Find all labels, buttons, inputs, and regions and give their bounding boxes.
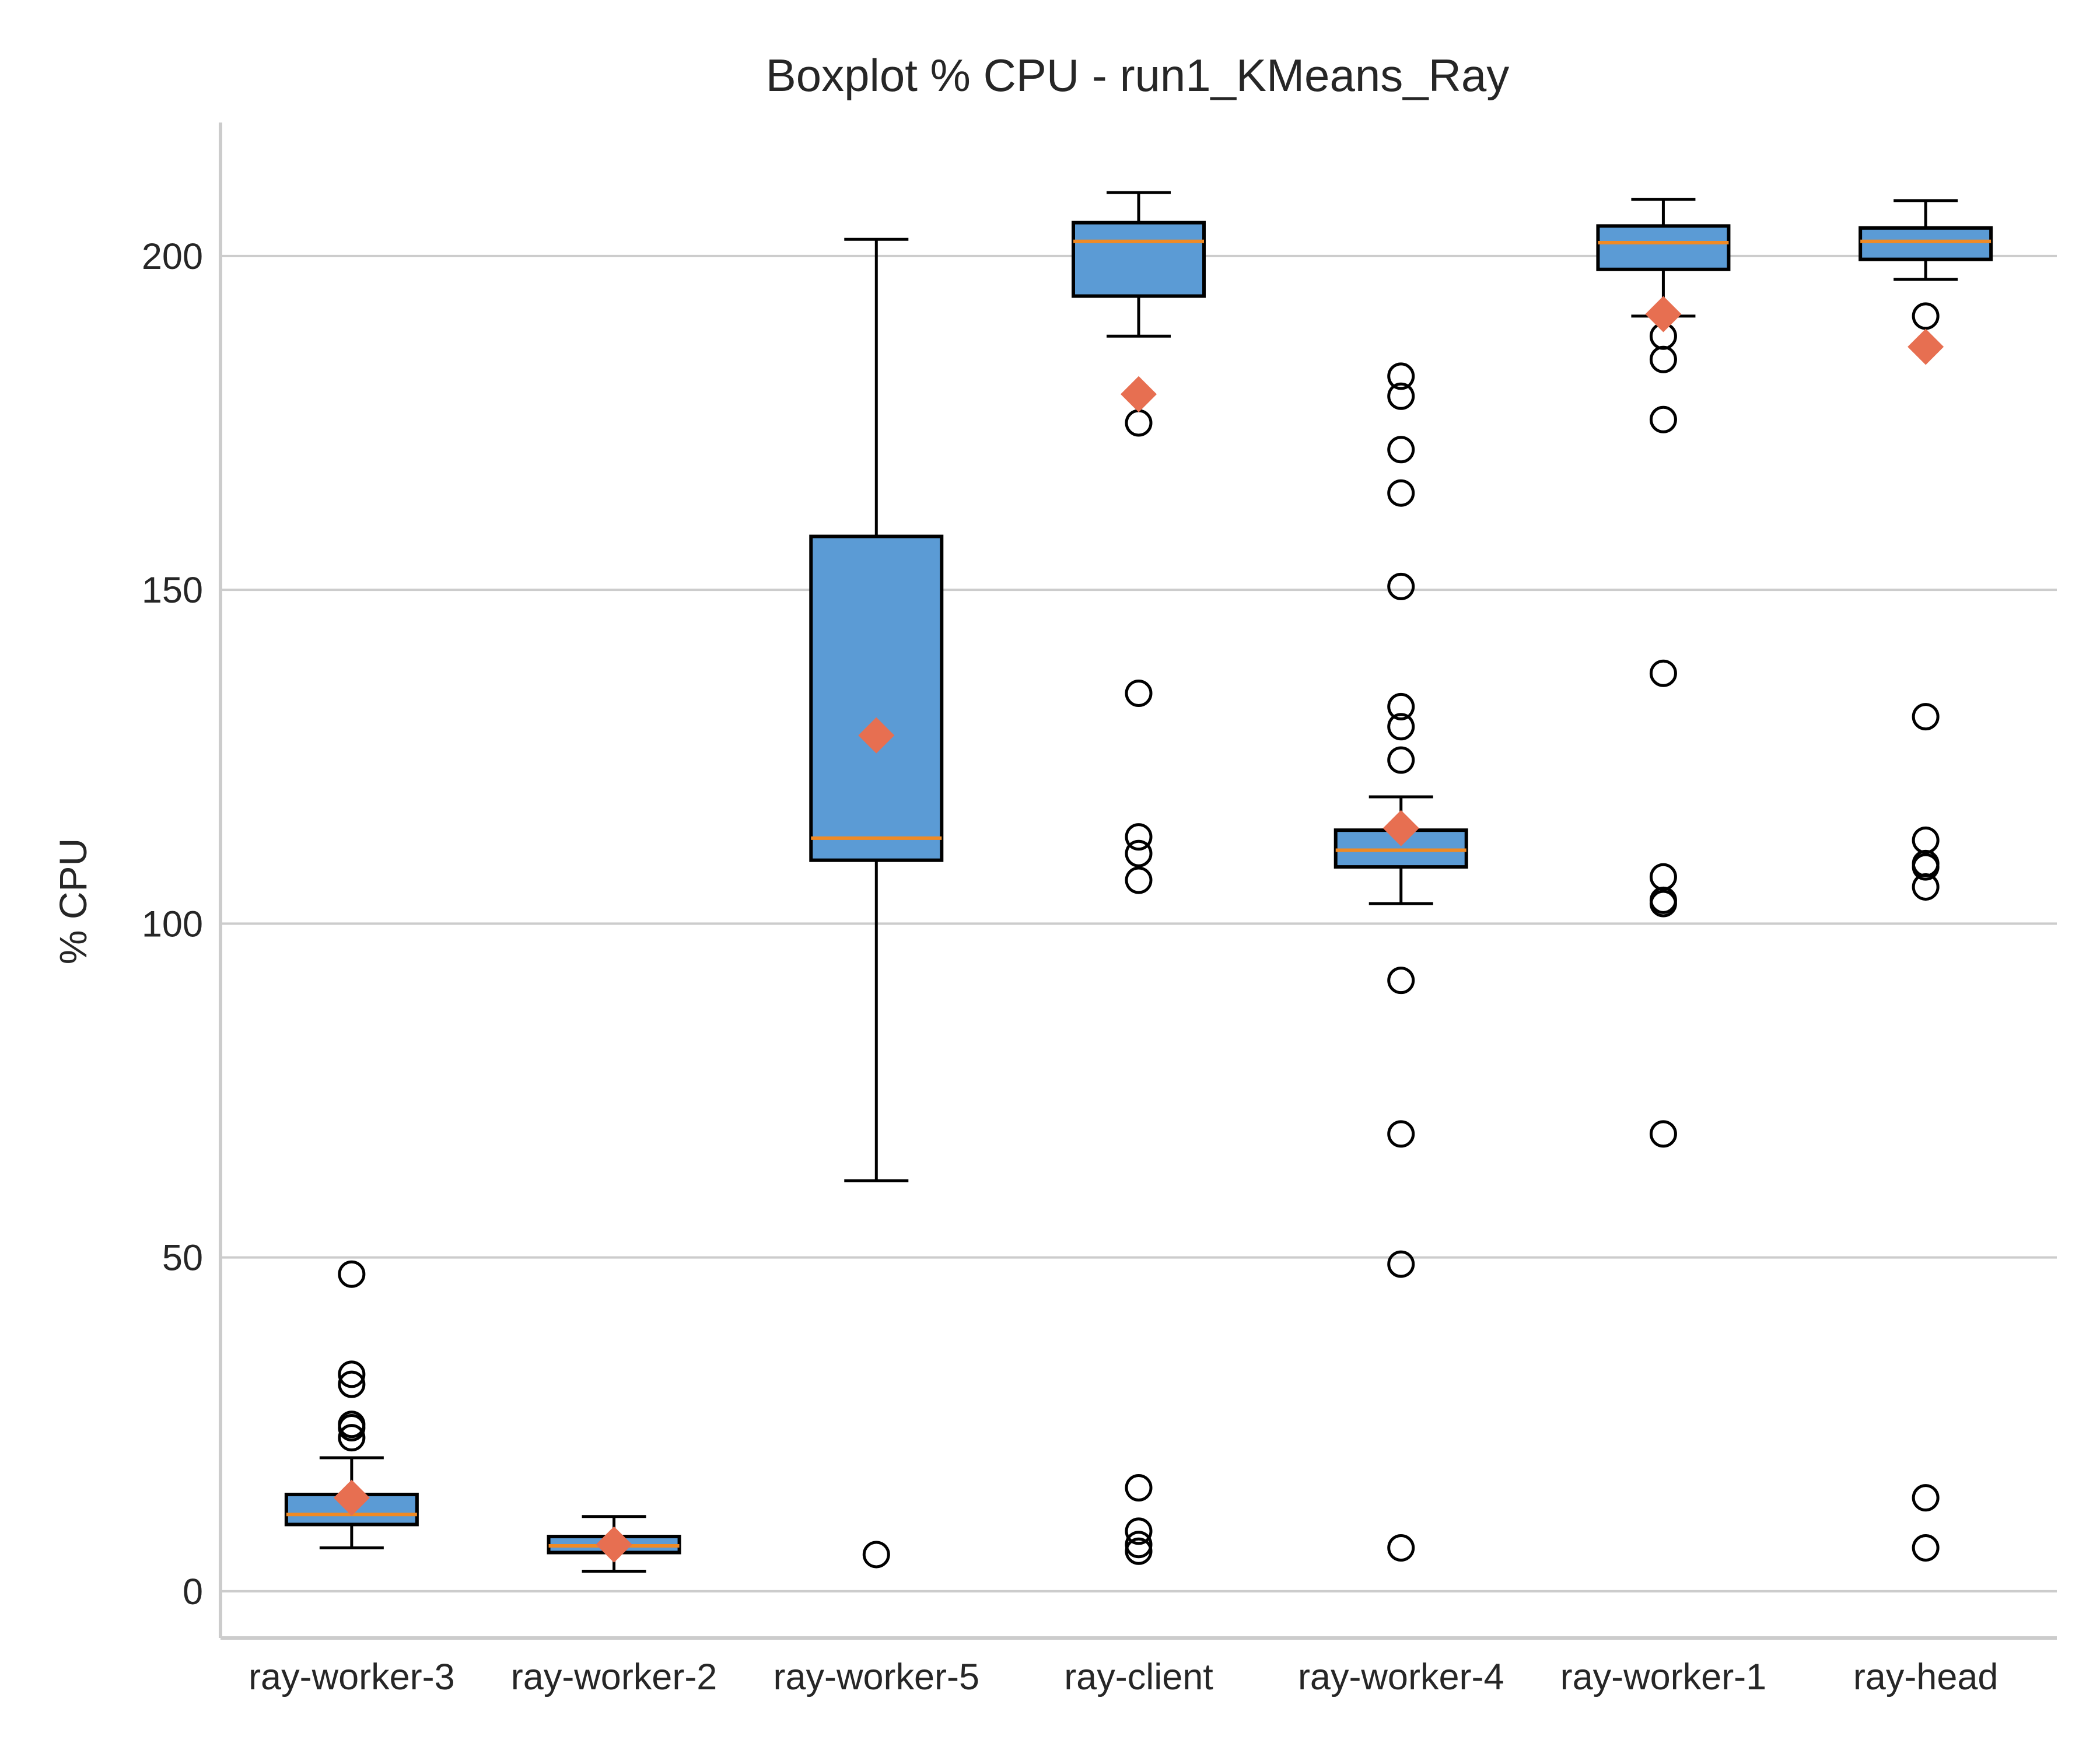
outlier-point [1387,572,1415,600]
x-tick-label: ray-worker-5 [774,1657,980,1698]
y-tick-labels: 0 50 100 150 200 [142,236,203,1612]
mean-marker [1908,328,1944,365]
outlier-point [1387,1120,1415,1148]
outlier-point [1387,436,1415,464]
outlier-point [862,1541,890,1569]
outlier-point [338,1424,366,1452]
outlier-point [1387,746,1415,774]
box-group-ray-worker-1 [1596,198,1731,1148]
x-tick-label: ray-client [1064,1657,1213,1698]
outlier-point [1387,692,1415,720]
outlier-point [1125,409,1153,437]
axes-spines [219,123,2057,1640]
x-tick-label: ray-head [1853,1657,1999,1698]
outlier-point [1912,853,1940,881]
outlier-point [1387,362,1415,390]
outlier-point [1912,826,1940,854]
iqr-box [1596,224,1731,271]
outlier-point [1649,890,1677,918]
box-group-ray-head [1859,199,1993,1562]
iqr-box [1072,220,1206,298]
outlier-point [338,1370,366,1398]
outlier-point [1912,703,1940,731]
outlier-point [1649,1120,1677,1148]
mean-marker [596,1526,632,1563]
y-tick-label: 50 [162,1238,203,1279]
x-tick-label: ray-worker-2 [511,1657,718,1698]
x-tick-labels: ray-worker-3 ray-worker-2 ray-worker-5 ray-… [249,1657,1998,1698]
outlier-point [1125,839,1153,867]
outlier-point [1387,1534,1415,1562]
outlier-point [338,1260,366,1288]
mean-marker [333,1479,370,1516]
y-tick-label: 0 [183,1572,203,1612]
outlier-point [338,1360,366,1388]
outlier-point [1387,967,1415,995]
x-tick-label: ray-worker-3 [249,1657,455,1698]
grid-lines [220,254,2057,1592]
outlier-point [1649,659,1677,687]
outlier-point [1387,1250,1415,1278]
outlier-point [1125,866,1153,894]
box-group-ray-worker-2 [547,1515,681,1573]
x-tick-label: ray-worker-1 [1560,1657,1767,1698]
outlier-point [1912,302,1940,330]
outlier-point [1125,680,1153,708]
iqr-box [809,534,944,862]
iqr-box [1859,226,1993,261]
boxplots [284,191,1993,1573]
outlier-point [1649,863,1677,891]
mean-marker [1382,810,1419,846]
outlier-point [1125,1517,1153,1545]
outlier-point [1649,405,1677,433]
chart-title: Boxplot % CPU - run1_KMeans_Ray [766,50,1510,101]
outlier-point [1912,1534,1940,1562]
mean-marker [1121,376,1157,412]
y-tick-label: 100 [142,904,203,944]
outlier-point [1387,479,1415,507]
x-tick-label: ray-worker-4 [1298,1657,1504,1698]
outlier-point [1125,1531,1153,1559]
box-group-ray-worker-3 [284,1260,419,1549]
y-tick-label: 200 [142,236,203,277]
outlier-point [1912,1484,1940,1512]
outlier-point [1387,382,1415,410]
outlier-point [1125,823,1153,851]
box-group-ray-worker-5 [809,237,944,1569]
box-group-ray-worker-4 [1334,362,1468,1562]
outlier-point [1125,1474,1153,1502]
box-group-ray-client [1072,191,1206,1565]
y-axis-label: % CPU [51,838,94,964]
y-tick-label: 150 [142,570,203,611]
mean-marker [858,717,895,754]
outlier-point [1649,345,1677,373]
outlier-point [1125,1537,1153,1565]
outlier-point [1387,713,1415,741]
mean-marker [1645,296,1682,332]
outlier-point [338,1413,366,1441]
outlier-point [1912,873,1940,901]
